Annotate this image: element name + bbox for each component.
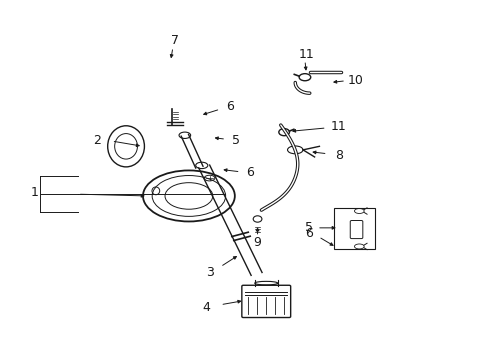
Text: 5: 5 <box>231 134 239 147</box>
Text: 11: 11 <box>330 120 346 133</box>
Text: 6: 6 <box>304 227 312 240</box>
Text: 5: 5 <box>304 221 312 234</box>
Text: 2: 2 <box>93 134 101 147</box>
Text: 11: 11 <box>298 48 314 61</box>
Text: 4: 4 <box>203 301 210 314</box>
Text: 3: 3 <box>205 266 213 279</box>
Text: 7: 7 <box>170 34 179 47</box>
Text: 10: 10 <box>347 73 363 86</box>
Text: 1: 1 <box>30 186 38 199</box>
Text: 9: 9 <box>253 235 261 248</box>
Text: 8: 8 <box>334 149 342 162</box>
Bar <box>333 208 374 249</box>
Text: 6: 6 <box>225 100 233 113</box>
Text: 6: 6 <box>246 166 254 179</box>
